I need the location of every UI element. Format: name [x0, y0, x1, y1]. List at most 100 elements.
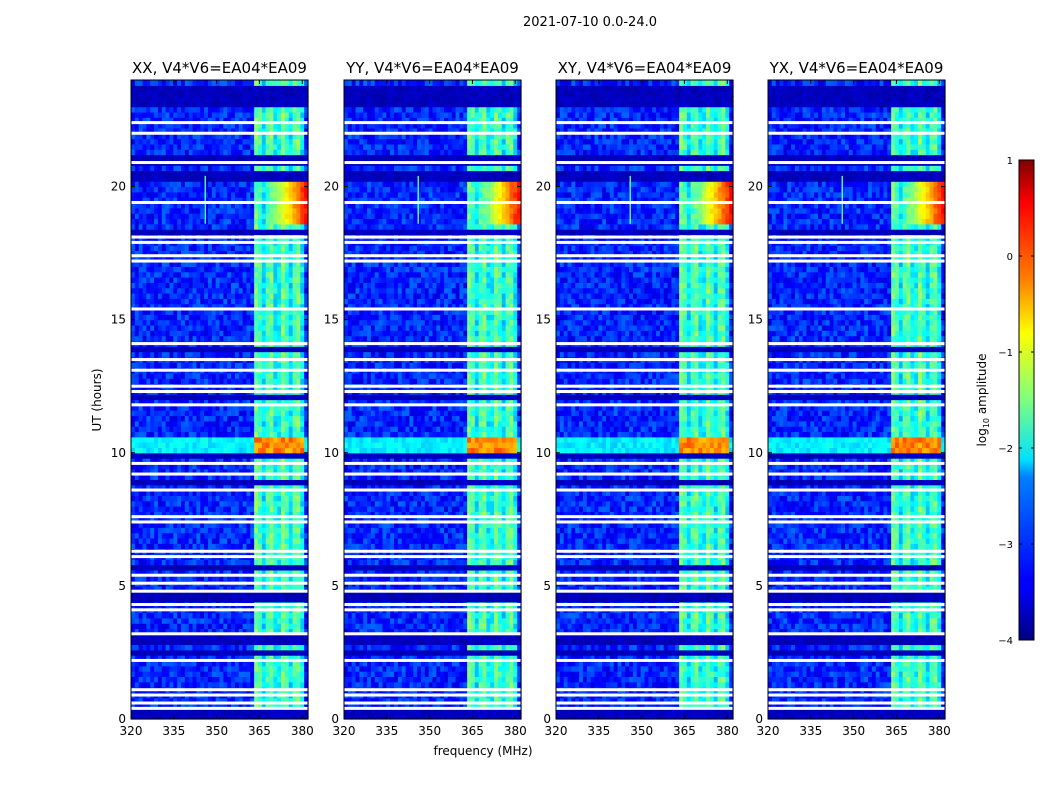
- heatmap-cell: [300, 308, 305, 315]
- heatmap-cell: [234, 202, 240, 209]
- heatmap-cell: [177, 527, 182, 534]
- heatmap-cell: [207, 394, 213, 401]
- heatmap-cell: [242, 207, 248, 214]
- heatmap-cell: [146, 458, 151, 464]
- heatmap-cell: [238, 708, 244, 715]
- heatmap-cell: [177, 633, 182, 640]
- heatmap-cell: [204, 617, 209, 624]
- heatmap-cell: [142, 639, 147, 646]
- heatmap-cell: [192, 506, 198, 512]
- heatmap-cell: [204, 564, 209, 571]
- heatmap-cell: [257, 708, 263, 715]
- heatmap-cell: [273, 213, 278, 220]
- heatmap-cell: [219, 468, 224, 475]
- heatmap-cell: [300, 282, 305, 289]
- heatmap-cell: [131, 532, 136, 539]
- heatmap-cell: [292, 324, 298, 331]
- heatmap-cell: [238, 154, 244, 161]
- heatmap-cell: [173, 404, 178, 411]
- heatmap-cell: [138, 436, 144, 443]
- heatmap-cell: [157, 585, 163, 592]
- heatmap-cell: [146, 154, 151, 161]
- heatmap-cell: [192, 649, 198, 656]
- heatmap-cell: [223, 458, 228, 464]
- heatmap-cell: [177, 191, 182, 198]
- heatmap-cell: [231, 458, 236, 464]
- heatmap-cell: [134, 170, 140, 177]
- heatmap-cell: [215, 420, 221, 427]
- heatmap-cell: [200, 314, 205, 321]
- heatmap-cell: [207, 207, 213, 214]
- heatmap-cell: [238, 436, 244, 443]
- heatmap-cell: [169, 346, 174, 353]
- heatmap-cell: [184, 372, 190, 379]
- heatmap-cell: [242, 165, 248, 172]
- heatmap-cell: [181, 197, 186, 204]
- heatmap-cell: [188, 458, 194, 464]
- heatmap-cell: [269, 516, 274, 523]
- heatmap-cell: [161, 713, 167, 720]
- heatmap-cell: [154, 186, 159, 193]
- heatmap-cell: [246, 484, 251, 491]
- heatmap-cell: [142, 271, 147, 278]
- heatmap-cell: [169, 308, 174, 315]
- heatmap-cell: [246, 623, 251, 630]
- heatmap-cell: [181, 713, 186, 720]
- heatmap-cell: [261, 293, 267, 299]
- heatmap-cell: [304, 708, 309, 715]
- heatmap-cell: [207, 266, 213, 273]
- heatmap-cell: [227, 154, 232, 161]
- heatmap-cell: [207, 277, 213, 283]
- heatmap-cell: [211, 442, 217, 449]
- heatmap-cell: [304, 596, 309, 603]
- heatmap-cell: [254, 293, 259, 299]
- heatmap-cell: [207, 495, 213, 502]
- heatmap-cell: [169, 415, 174, 422]
- heatmap-cell: [131, 181, 136, 188]
- heatmap-cell: [181, 468, 186, 475]
- heatmap-cell: [200, 479, 205, 486]
- heatmap-cell: [265, 207, 271, 214]
- heatmap-cell: [269, 431, 274, 438]
- heatmap-cell: [154, 266, 159, 273]
- heatmap-cell: [288, 271, 294, 278]
- heatmap-cell: [223, 628, 228, 635]
- heatmap-cell: [296, 665, 301, 672]
- heatmap-cell: [169, 655, 174, 662]
- heatmap-cell: [150, 372, 155, 379]
- heatmap-cell: [242, 617, 248, 624]
- heatmap-cell: [165, 623, 171, 630]
- heatmap-cell: [188, 165, 194, 172]
- heatmap-cell: [157, 138, 163, 145]
- heatmap-cell: [269, 537, 274, 544]
- heatmap-cell: [292, 154, 298, 161]
- heatmap-cell: [150, 537, 155, 544]
- heatmap-cell: [265, 591, 271, 598]
- heatmap-cell: [188, 335, 194, 342]
- heatmap-cell: [284, 511, 290, 518]
- heatmap-cell: [196, 245, 201, 251]
- heatmap-cell: [165, 660, 171, 667]
- heatmap-cell: [200, 458, 205, 464]
- heatmap-cell: [254, 175, 259, 182]
- heatmap-cell: [288, 628, 294, 635]
- heatmap-cell: [154, 436, 159, 443]
- heatmap-cell: [273, 143, 278, 150]
- heatmap-cell: [211, 452, 217, 459]
- heatmap-cell: [215, 649, 221, 656]
- heatmap-cell: [242, 559, 248, 566]
- heatmap-cell: [269, 708, 274, 715]
- heatmap-cell: [211, 644, 217, 651]
- heatmap-cell: [231, 591, 236, 598]
- heatmap-cell: [165, 665, 171, 672]
- heatmap-cell: [284, 266, 290, 273]
- heatmap-cell: [273, 298, 278, 305]
- heatmap-cell: [200, 500, 205, 507]
- heatmap-cell: [207, 197, 213, 204]
- heatmap-cell: [146, 282, 151, 289]
- heatmap-cell: [204, 703, 209, 709]
- heatmap-cell: [200, 378, 205, 385]
- heatmap-cell: [254, 713, 259, 720]
- heatmap-cell: [265, 335, 271, 342]
- heatmap-cell: [161, 420, 167, 427]
